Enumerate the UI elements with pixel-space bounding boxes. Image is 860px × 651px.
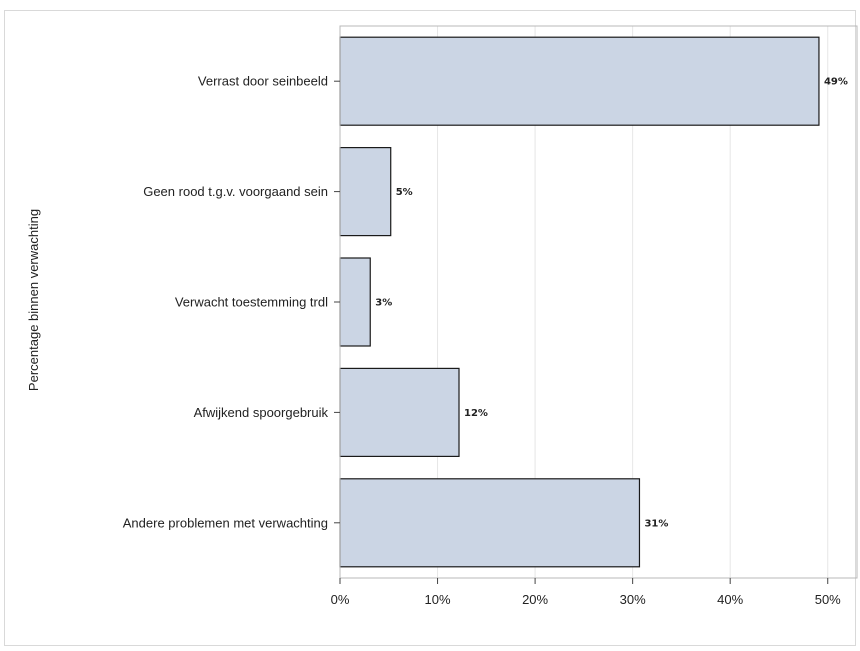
bar — [339, 257, 371, 347]
bar — [339, 147, 392, 237]
x-tick-label: 0% — [331, 592, 350, 607]
bar — [339, 36, 820, 126]
data-label: 49% — [824, 77, 848, 88]
bars — [339, 36, 820, 568]
category-label: Geen rood t.g.v. voorgaand sein — [143, 184, 328, 199]
data-label: 3% — [375, 298, 392, 309]
data-label: 12% — [464, 408, 488, 419]
x-tick-label: 50% — [815, 592, 841, 607]
bar — [339, 367, 460, 457]
bar — [339, 478, 641, 568]
category-label: Verrast door seinbeeld — [198, 74, 328, 89]
axes — [334, 25, 858, 584]
data-label: 31% — [644, 518, 668, 529]
category-label: Andere problemen met verwachting — [123, 515, 328, 530]
labels: 0% 10% 20% 30% 40% 50% Verrast door seinbeeld 4… — [123, 74, 848, 607]
x-tick-label: 30% — [620, 592, 646, 607]
x-tick-label: 20% — [522, 592, 548, 607]
x-tick-label: 10% — [425, 592, 451, 607]
category-label: Afwijkend spoorgebruik — [194, 405, 329, 420]
y-axis-title: Percentage binnen verwachting — [26, 209, 41, 391]
data-label: 5% — [396, 187, 413, 198]
x-tick-label: 40% — [717, 592, 743, 607]
category-label: Verwacht toestemming trdl — [175, 295, 328, 310]
